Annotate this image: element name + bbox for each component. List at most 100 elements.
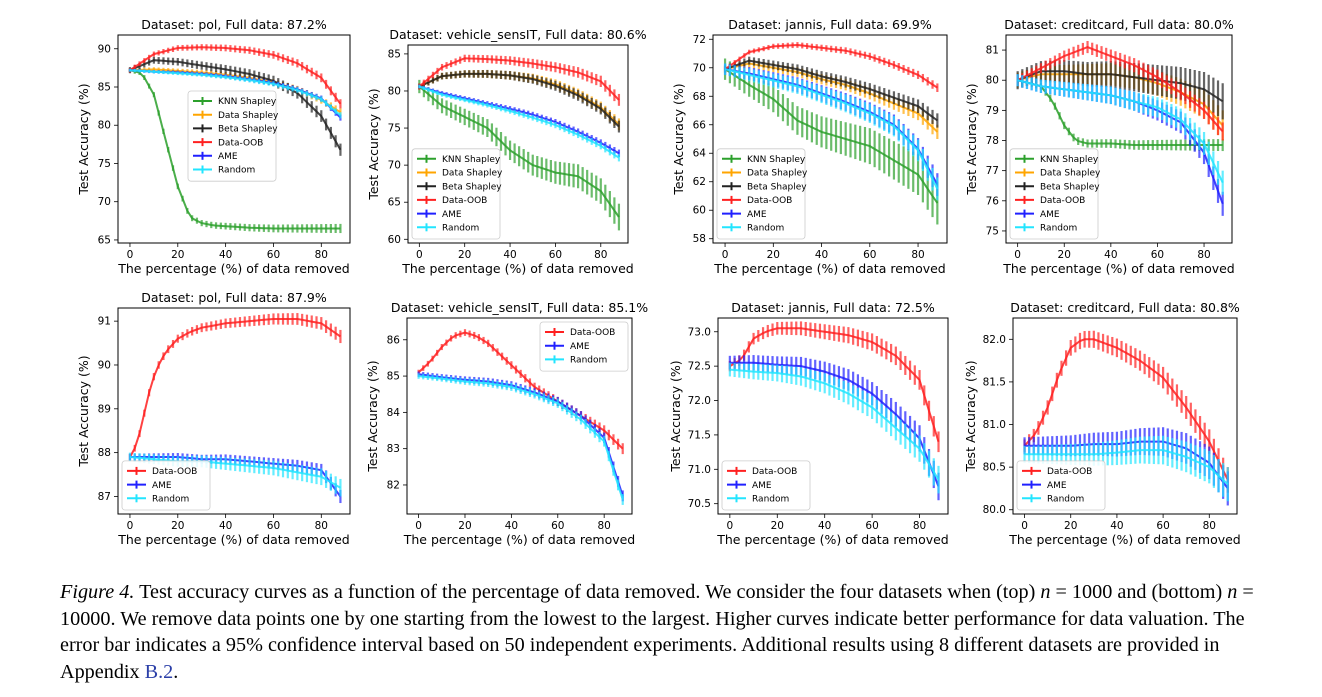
y-tick-label: 70 [693,62,706,74]
x-tick-label: 40 [815,249,828,261]
y-tick-label: 91 [98,316,111,328]
y-tick-label: 90 [98,43,111,55]
chart-legend: KNN Shapley Data Shapley Beta Shapley Data-… [187,90,279,182]
legend-entry: Data Shapley [747,169,808,179]
series-random [417,373,624,505]
x-tick-label: 60 [551,520,564,532]
y-axis-label: Test Accuracy (%) [964,83,979,195]
series-beta-shapley [418,69,621,133]
legend-entry: Data-OOB [152,467,197,477]
chart-legend: Data-OOB AME Random [539,321,629,372]
x-tick-label: 60 [865,520,878,532]
y-axis-label: Test Accuracy (%) [668,360,683,472]
chart-panel-5: Dataset: pol, Full data: 87.9% 0 20 40 60 80 8… [76,290,351,547]
plot-area [1016,40,1224,216]
x-axis-label: The percentage (%) of data removed [403,532,636,547]
legend-entry: Random [1040,224,1077,234]
chart-title: Dataset: creditcard, Full data: 80.8% [1010,300,1240,315]
legend-entry: Data-OOB [1047,467,1092,477]
legend-entry: Random [442,224,479,234]
y-tick-label: 81.5 [983,376,1006,388]
series-line [418,85,620,159]
y-tick-label: 81.0 [983,419,1006,431]
caption-label: Figure 4. [60,581,135,603]
y-tick-label: 85 [98,82,111,94]
chart-title: Dataset: jannis, Full data: 72.5% [731,300,935,315]
series-random [723,63,939,201]
series-line [1017,79,1223,146]
x-tick-label: 80 [315,249,328,261]
chart-legend: KNN Shapley Data Shapley Beta Shapley Data-… [1009,148,1101,240]
chart-title: Dataset: vehicle_sensIT, Full data: 85.1… [391,300,648,315]
series-line [1017,46,1224,133]
series-line [129,69,342,117]
series-line [129,59,342,151]
y-tick-label: 83 [387,443,400,455]
chart-panel-2: Dataset: vehicle_sensIT, Full data: 80.6… [366,27,647,276]
plot-frame [117,34,351,244]
series-line [418,72,620,128]
y-axis-label: Test Accuracy (%) [76,355,91,467]
x-tick-label: 40 [219,520,232,532]
series-beta-shapley [723,56,939,128]
y-tick-label: 82.0 [983,334,1006,346]
series-line [724,68,939,190]
y-tick-label: 62 [693,176,706,188]
legend-entry: AME [1040,210,1060,220]
series-line [729,361,940,487]
chart-title: Dataset: vehicle_sensIT, Full data: 80.6… [389,27,646,42]
legend-entry: Beta Shapley [218,125,278,135]
series-line [1017,79,1224,184]
legend-entry: Data-OOB [218,138,263,148]
legend-entry: Data Shapley [1040,169,1101,179]
series-line [129,318,341,458]
legend-entry: AME [152,481,172,491]
x-tick-label: 60 [267,520,280,532]
y-tick-label: 72 [693,34,706,46]
x-tick-label: 20 [171,249,184,261]
chart-panel-6: Dataset: vehicle_sensIT, Full data: 85.1… [365,300,648,547]
y-tick-label: 85 [388,48,401,60]
appendix-link[interactable]: B.2 [144,660,174,683]
x-axis-label: The percentage (%) of data removed [713,261,946,276]
y-tick-label: 72.0 [688,395,711,407]
legend-entry: Random [218,166,255,176]
x-tick-label: 60 [549,249,562,261]
legend-entry: AME [1047,481,1067,491]
y-tick-label: 71.5 [688,429,711,441]
x-tick-label: 60 [863,249,876,261]
x-tick-label: 80 [594,249,607,261]
series-line [1024,449,1229,485]
caption-text-3: = 10000. We remove data points one by on… [60,581,1254,683]
series-line [1017,70,1224,103]
plot-area [128,44,342,234]
y-tick-label: 60 [693,205,706,217]
y-tick-label: 58 [693,233,706,245]
x-tick-label: 40 [219,249,232,261]
y-tick-label: 66 [693,119,707,131]
y-tick-label: 80 [388,85,401,97]
x-tick-label: 80 [597,520,610,532]
y-tick-label: 78 [986,135,999,147]
chart-legend: KNN Shapley Data Shapley Beta Shapley Data-… [716,148,808,240]
legend-entry: Data-OOB [1040,196,1085,206]
x-tick-label: 40 [505,520,518,532]
x-tick-label: 0 [722,249,729,261]
caption-text-4: . [173,660,179,683]
chart-title: Dataset: pol, Full data: 87.2% [141,17,327,32]
chart-title: Dataset: jannis, Full data: 69.9% [728,17,932,32]
series-line [418,57,620,101]
x-tick-label: 0 [727,520,734,532]
y-tick-label: 75 [986,225,999,237]
y-tick-label: 90 [98,359,111,371]
legend-entry: Random [152,495,189,505]
y-tick-label: 89 [98,403,111,415]
y-tick-label: 88 [98,447,111,459]
legend-entry: Data-OOB [747,196,792,206]
legend-entry: KNN Shapley [747,155,806,165]
x-tick-label: 80 [911,249,924,261]
series-data-oob [1016,40,1224,141]
y-axis-label: Test Accuracy (%) [365,360,380,472]
x-axis-label: The percentage (%) of data removed [1008,532,1241,547]
y-tick-label: 70 [98,196,111,208]
